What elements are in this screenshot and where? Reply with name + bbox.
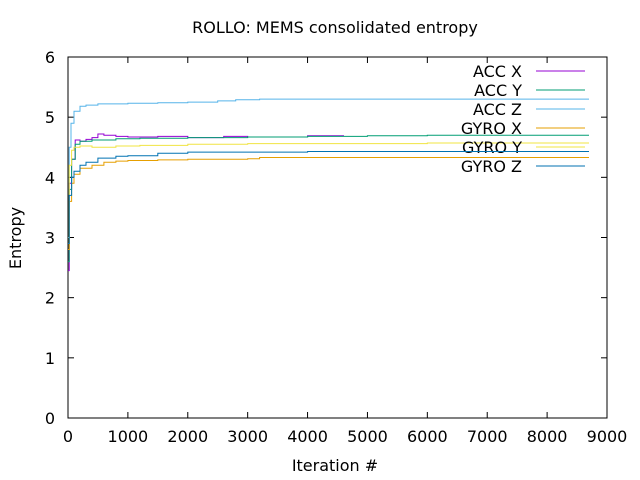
x-tick-label: 8000 [527, 427, 568, 446]
series-line-acc-x [68, 133, 344, 272]
plot-border [67, 56, 608, 419]
x-tick-label: 9000 [587, 427, 628, 446]
x-tick-label: 3000 [227, 427, 268, 446]
y-axis-label: Entropy [6, 207, 25, 269]
y-tick-label: 1 [45, 349, 55, 368]
x-tick-label: 1000 [108, 427, 149, 446]
y-tick-label: 2 [45, 289, 55, 308]
x-tick-label: 4000 [287, 427, 328, 446]
series-line-gyro-x [68, 157, 589, 250]
y-tick-label: 3 [45, 229, 55, 248]
x-tick-label: 0 [63, 427, 73, 446]
x-tick-label: 5000 [347, 427, 388, 446]
x-tick-label: 6000 [407, 427, 448, 446]
y-tick-label: 5 [45, 108, 55, 127]
series-line-acc-z [68, 98, 589, 238]
legend-label: ACC Z [473, 100, 522, 119]
legend-label: ACC X [473, 62, 522, 81]
series-line-acc-y [68, 134, 589, 263]
series-line-gyro-z [68, 151, 589, 244]
y-tick-label: 6 [45, 48, 55, 67]
chart-title: ROLLO: MEMS consolidated entropy [192, 18, 478, 37]
legend-label: GYRO Y [462, 138, 522, 157]
y-tick-label: 4 [45, 168, 55, 187]
plot-area: 0 1000 2000 3000 4000 5000 6000 7000 8000 9000 0 1 2… [45, 48, 628, 446]
legend-label: GYRO X [461, 119, 522, 138]
x-axis-label: Iteration # [292, 456, 378, 475]
x-tick-label: 7000 [467, 427, 508, 446]
legend-label: GYRO Z [461, 157, 522, 176]
series-line-gyro-y [68, 142, 589, 244]
y-tick-label: 0 [45, 409, 55, 428]
x-tick-label: 2000 [167, 427, 208, 446]
legend-label: ACC Y [474, 81, 522, 100]
